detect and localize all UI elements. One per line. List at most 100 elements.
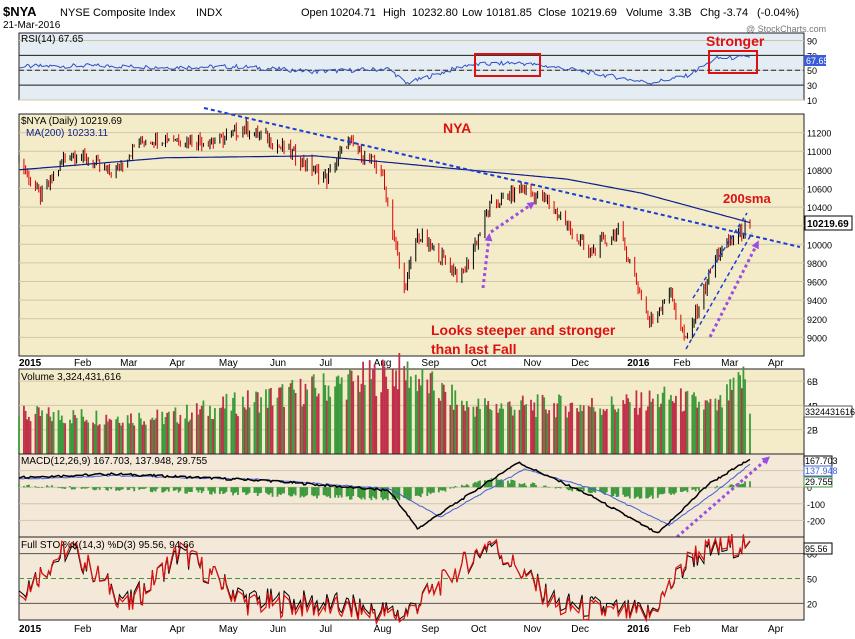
macd-histogram-bar — [432, 487, 435, 493]
sto-k-line — [18, 533, 751, 626]
volume-bar — [154, 418, 157, 454]
volume-bar — [62, 422, 65, 454]
x-axis-label: Feb — [673, 358, 691, 369]
volume-bar — [703, 409, 705, 454]
volume-bar — [531, 410, 534, 454]
macd-histogram-bar — [740, 484, 743, 488]
macd-histogram-bar — [714, 487, 717, 489]
macd-histogram-bar — [732, 485, 735, 488]
macd-histogram-bar — [370, 487, 373, 501]
macd-histogram-bar — [416, 487, 419, 496]
macd-histogram-bar — [139, 487, 142, 489]
volume-bar — [541, 394, 544, 454]
volume-bar — [195, 403, 198, 454]
macd-histogram-bar — [218, 487, 221, 495]
volume-panel: 6B4B2B Volume 3,324,431,616 3324431616 — [18, 353, 855, 455]
rsi-panel: 9070503010 RSI(14) 67.65 67.65 — [18, 32, 829, 106]
macd-histogram-bar — [681, 487, 684, 492]
volume-bar — [520, 400, 523, 454]
macd-histogram-bar — [51, 485, 53, 488]
macd-histogram-bar — [232, 487, 234, 496]
volume-bar — [115, 419, 118, 454]
macd-histogram-bar — [525, 485, 527, 488]
macd-histogram-bar — [396, 487, 399, 499]
macd-histogram-bar — [381, 487, 384, 501]
volume-bar — [594, 411, 597, 454]
rsi-value-tag-bg — [804, 55, 826, 66]
volume-bar — [406, 361, 409, 454]
volume-bar — [39, 416, 42, 454]
volume-bar — [209, 405, 211, 454]
volume-bar — [269, 387, 272, 454]
volume-bar — [245, 409, 248, 454]
volume-bar — [302, 404, 305, 454]
macd-histogram-bar — [115, 487, 118, 491]
volume-bar — [166, 412, 169, 454]
volume-bar — [350, 370, 353, 454]
volume-bar — [742, 366, 745, 454]
volume-bar — [582, 405, 585, 454]
macd-histogram-bar — [467, 485, 470, 488]
volume-bar — [405, 380, 407, 454]
volume-bar — [268, 388, 271, 454]
macd-histogram-bar — [345, 487, 348, 497]
volume-bar — [737, 372, 740, 454]
steeper-annotation-line1: Looks steeper and stronger — [431, 322, 616, 338]
volume-bar — [437, 398, 440, 454]
macd-histogram-bar — [592, 487, 595, 492]
volume-bar — [225, 393, 228, 454]
volume-bar — [118, 422, 121, 454]
volume-bar — [311, 376, 313, 454]
macd-histogram-bar — [543, 485, 546, 488]
macd-histogram-bar — [363, 487, 366, 500]
macd-histogram-bar — [311, 487, 313, 496]
macd-histogram-bar — [569, 487, 572, 491]
exchange: INDX — [196, 7, 223, 19]
macd-histogram-bar — [281, 487, 284, 494]
volume-bar — [602, 409, 605, 454]
volume-bar — [289, 383, 292, 454]
x-axis-label: Jun — [270, 358, 286, 369]
x-axis-label: Aug — [374, 624, 392, 635]
volume-bar — [559, 395, 562, 454]
volume-bar — [605, 408, 608, 454]
macd-histogram-bar — [110, 487, 113, 490]
macd-histogram-bar — [716, 485, 718, 488]
macd-histogram-bar — [426, 487, 429, 496]
macd-histogram-bar — [294, 487, 297, 496]
macd-histogram-bar — [439, 487, 442, 491]
rsi-panel-bg — [18, 32, 805, 101]
macd-histogram-bar — [186, 487, 188, 494]
volume-bar — [670, 395, 672, 454]
macd-histogram-bar — [749, 481, 751, 488]
x-axis-label: Jun — [270, 624, 286, 635]
sto-y-tick: 80 — [807, 550, 817, 560]
macd-histogram-bar — [190, 487, 193, 492]
macd-histogram-bar — [554, 487, 557, 489]
volume-bar — [451, 384, 453, 454]
volume-bar — [681, 411, 684, 454]
macd-y-tick: 0 — [807, 483, 812, 493]
price-y-tick: 9200 — [807, 315, 827, 325]
volume-bar — [317, 393, 320, 454]
volume-bar — [693, 392, 695, 454]
volume-bar — [398, 353, 401, 454]
macd-histogram-bar — [177, 487, 180, 493]
macd-histogram-bar — [645, 487, 648, 499]
current-rally-arrow — [708, 240, 759, 338]
volume-bar — [498, 408, 501, 454]
macd-histogram-bar — [128, 487, 131, 490]
volume-bar — [386, 389, 389, 454]
macd-histogram-bar — [507, 480, 509, 488]
macd-histogram-bar — [161, 487, 164, 493]
volume-bar — [591, 398, 593, 454]
volume-bar — [656, 394, 659, 454]
volume-bar — [312, 374, 315, 454]
macd-histogram-bar — [372, 487, 374, 497]
macd-histogram-bar — [628, 487, 631, 499]
rsi-title: RSI(14) 67.65 — [21, 34, 84, 45]
volume-bar — [510, 406, 513, 454]
macd-histogram-bar — [174, 487, 177, 491]
volume-bar — [255, 391, 257, 454]
volume-bar — [490, 410, 493, 454]
